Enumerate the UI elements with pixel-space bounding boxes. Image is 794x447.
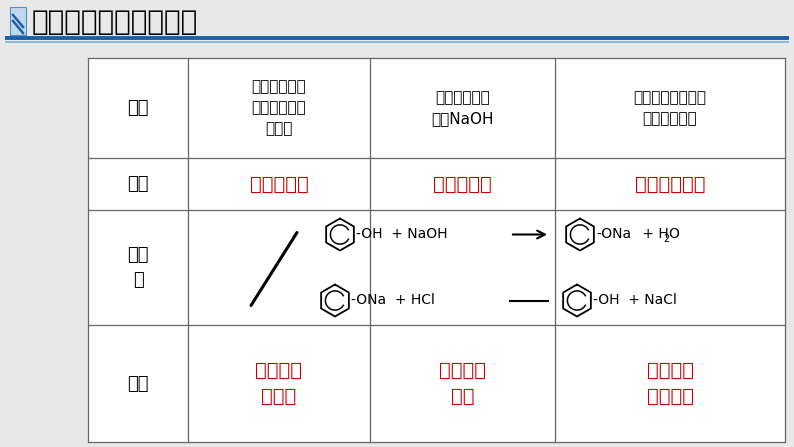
Text: 实验: 实验: [127, 99, 148, 117]
Text: 结论: 结论: [127, 375, 148, 392]
Polygon shape: [10, 7, 26, 35]
Text: 实验：探究苯酚的酸性: 实验：探究苯酚的酸性: [32, 8, 198, 36]
Text: 苯酚的酸
性很弱: 苯酚的酸 性很弱: [256, 361, 303, 406]
Text: + H: + H: [638, 228, 669, 241]
Text: -OH  + NaCl: -OH + NaCl: [593, 294, 676, 308]
Text: 溶液变澄清: 溶液变澄清: [433, 174, 491, 194]
Text: -ONa: -ONa: [596, 228, 631, 241]
Text: O: O: [668, 228, 679, 241]
Text: 向苯酚浊液中
加入NaOH: 向苯酚浊液中 加入NaOH: [431, 90, 494, 126]
Text: 2: 2: [663, 233, 669, 244]
Bar: [88, 58, 785, 442]
Text: 苯酚酸性
比盐酸弱: 苯酚酸性 比盐酸弱: [646, 361, 693, 406]
Text: 向苯酚稀溶液
中加入紫色石
蕊试液: 向苯酚稀溶液 中加入紫色石 蕊试液: [252, 80, 306, 136]
Text: 苯酚具有
酸性: 苯酚具有 酸性: [439, 361, 486, 406]
Text: -OH  + NaOH: -OH + NaOH: [356, 228, 448, 241]
Text: 溶液出现浑浊: 溶液出现浑浊: [634, 174, 705, 194]
Text: 向澄清的苯酚钠溶
液中滴入盐酸: 向澄清的苯酚钠溶 液中滴入盐酸: [634, 90, 707, 126]
Text: -ONa  + HCl: -ONa + HCl: [351, 294, 435, 308]
Text: 溶液不变红: 溶液不变红: [249, 174, 308, 194]
Text: 现象: 现象: [127, 175, 148, 193]
Text: 方程
式: 方程 式: [127, 246, 148, 289]
